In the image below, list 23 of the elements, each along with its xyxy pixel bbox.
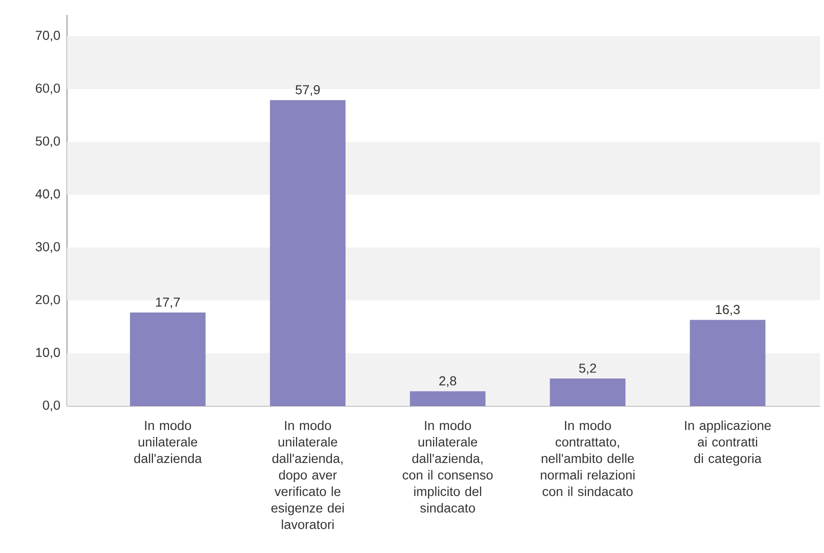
x-tick-label: In applicazione ai contratti di categoria	[685, 420, 771, 466]
y-tick-label: 70,0	[36, 30, 60, 42]
data-label: 17,7	[156, 298, 180, 308]
bar	[130, 312, 206, 406]
bar	[410, 391, 486, 406]
y-tick-label: 50,0	[36, 136, 60, 148]
y-tick-label: 20,0	[36, 294, 60, 306]
bar	[270, 100, 346, 406]
x-tick-label: In modo unilaterale dall'azienda, dopo aver verificato le esigenze dei lavoratori	[271, 420, 344, 530]
data-label: 57,9	[296, 85, 320, 96]
y-tick-label: 10,0	[36, 348, 60, 359]
x-tick-label: In modo unilaterale dall'azienda	[134, 420, 202, 464]
y-tick-label: 30,0	[36, 242, 60, 253]
x-tick-label: In modo unilaterale dall'azienda, con il consenso implicito del sindacato	[402, 420, 493, 513]
data-label: 2,8	[439, 376, 456, 387]
bar	[690, 320, 766, 406]
bar	[550, 378, 626, 406]
x-tick-label: In modo contrattato, nell'ambito delle normali relazioni con il sindacato	[540, 420, 634, 496]
y-tick-label: 0,0	[42, 400, 60, 412]
y-tick-label: 60,0	[36, 84, 60, 94]
data-label: 5,2	[579, 364, 596, 374]
y-tick-label: 40,0	[35, 189, 60, 200]
data-label: 16,3	[716, 304, 740, 316]
